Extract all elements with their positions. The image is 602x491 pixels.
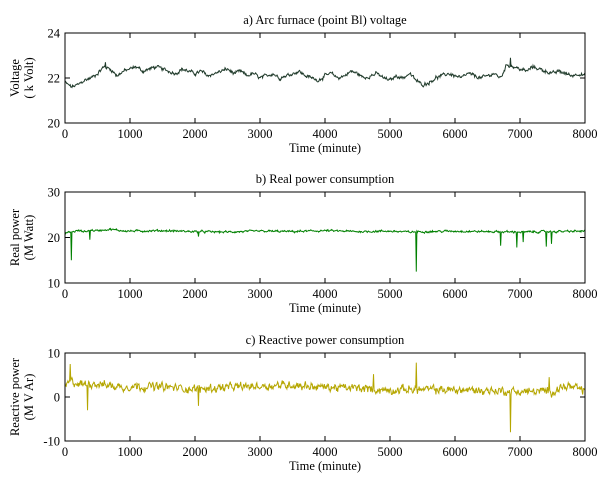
x-tick-label: 0	[62, 287, 68, 301]
x-tick-label: 6000	[443, 287, 468, 301]
y-tick-label: 20	[48, 117, 61, 131]
x-axis-label: Time (minute)	[289, 301, 361, 315]
y-tick-label: 10	[48, 347, 61, 361]
y-tick-label: 0	[54, 391, 60, 405]
plot-frame	[64, 32, 586, 124]
x-tick-label: 2000	[183, 127, 208, 141]
y-tick-label: 30	[48, 186, 61, 200]
x-tick-label: 6000	[443, 127, 468, 141]
y-axis-label: (M V Ar)	[22, 374, 36, 421]
chart-panel-1: a) Arc furnace (point Bl) voltage 0 1000 20…	[8, 13, 598, 155]
x-tick-label: 2000	[183, 445, 208, 459]
x-tick-label: 1000	[118, 287, 143, 301]
x-axis-label: Time (minute)	[289, 459, 361, 473]
x-tick-label: 4000	[313, 445, 338, 459]
series-line	[64, 362, 586, 433]
y-axis-label: ( k Volt)	[22, 57, 36, 98]
x-tick-label: 8000	[573, 287, 598, 301]
x-tick-label: 4000	[313, 287, 338, 301]
chart-title: a) Arc furnace (point Bl) voltage	[243, 13, 407, 27]
chart-panel-3: c) Reactive power consumption 0 1000 2000 30…	[8, 333, 598, 473]
x-tick-label: 7000	[508, 445, 533, 459]
series-line	[64, 57, 586, 89]
x-tick-label: 5000	[378, 127, 403, 141]
y-axis-label: (M Watt)	[22, 215, 36, 261]
y-tick-label: 24	[48, 27, 61, 41]
x-tick-label: 8000	[573, 445, 598, 459]
chart-title: c) Reactive power consumption	[246, 333, 405, 347]
x-tick-label: 8000	[573, 127, 598, 141]
y-axis-label: Voltage	[8, 59, 22, 97]
x-tick-label: 1000	[118, 445, 143, 459]
x-tick-label: 7000	[508, 127, 533, 141]
x-tick-label: 5000	[378, 445, 403, 459]
plot-frame	[64, 352, 586, 442]
y-tick-label: 22	[48, 72, 61, 86]
chart-panel-2: b) Real power consumption 0 1000 2000 3000 40…	[8, 172, 598, 315]
x-tick-label: 2000	[183, 287, 208, 301]
x-axis-label: Time (minute)	[289, 141, 361, 155]
y-tick-label: 10	[48, 277, 61, 291]
x-tick-label: 5000	[378, 287, 403, 301]
series-line	[64, 227, 586, 272]
x-tick-label: 0	[62, 127, 68, 141]
y-tick-label: 20	[48, 231, 61, 245]
plot-frame	[64, 191, 586, 284]
x-tick-label: 1000	[118, 127, 143, 141]
x-tick-label: 3000	[248, 287, 273, 301]
y-axis-label: Real power	[8, 208, 22, 266]
x-tick-label: 3000	[248, 127, 273, 141]
x-tick-label: 7000	[508, 287, 533, 301]
y-axis-label: Reactive power	[8, 357, 22, 436]
x-tick-label: 3000	[248, 445, 273, 459]
chart-title: b) Real power consumption	[256, 172, 395, 186]
x-tick-label: 4000	[313, 127, 338, 141]
x-tick-label: 6000	[443, 445, 468, 459]
y-tick-label: -10	[43, 435, 60, 449]
x-tick-label: 0	[62, 445, 68, 459]
